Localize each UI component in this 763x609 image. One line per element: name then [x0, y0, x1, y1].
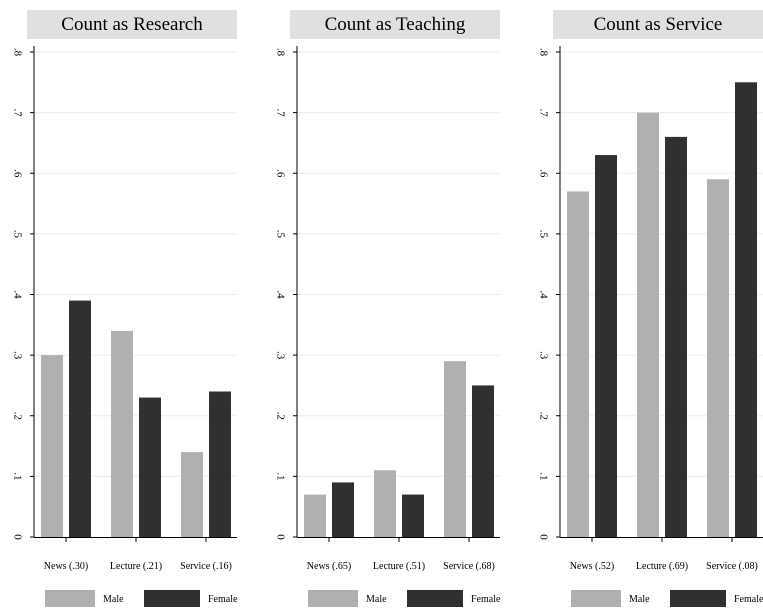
y-tick-label: 0	[537, 534, 549, 540]
chart-title: Count as Teaching	[290, 10, 500, 39]
y-tick-label: .6	[11, 169, 23, 178]
bar-male	[444, 361, 466, 537]
y-tick-label: .3	[274, 351, 286, 360]
legend-label-female: Female	[208, 594, 238, 605]
bar-female	[402, 494, 424, 537]
bar-female	[735, 82, 757, 537]
chart-svg: 0 .1 .2 .3 .4 .5 .6 .7 .8 News (.65) Lecture (.51)…	[274, 46, 501, 607]
bar-male	[304, 494, 326, 537]
chart-panel-1: Count as Research 0 .1 .2 .3 .4 .5 .6 .7 .8 News (…	[0, 0, 238, 609]
chart-svg: 0 .1 .2 .3 .4 .5 .6 .7 .8 News (.30) Lecture (.21)…	[11, 46, 238, 607]
y-tick-label: 0	[11, 534, 23, 540]
chart-title: Count as Research	[27, 10, 237, 39]
y-tick-label: .7	[11, 109, 23, 118]
y-tick-label: .3	[537, 351, 549, 360]
legend-label-male: Male	[103, 594, 124, 605]
x-tick-label: Lecture (.51)	[373, 561, 425, 572]
y-tick-label: .4	[274, 290, 286, 299]
y-tick-label: .4	[537, 290, 549, 299]
legend-swatch-male	[571, 590, 621, 607]
y-tick-label: .7	[537, 109, 549, 118]
x-tick-label: Service (.16)	[180, 561, 232, 572]
bar-male	[637, 112, 659, 537]
y-tick-label: .6	[537, 169, 549, 178]
chart-panel-2: Count as Teaching 0 .1 .2 .3 .4 .5 .6 .7 .8 News (…	[263, 0, 501, 609]
y-tick-label: .4	[11, 290, 23, 299]
legend-label-female: Female	[471, 594, 501, 605]
bar-female	[595, 155, 617, 537]
bar-female	[472, 385, 494, 537]
y-tick-label: .5	[274, 230, 286, 239]
bar-female	[332, 482, 354, 537]
y-tick-label: .1	[537, 472, 549, 480]
x-tick-label: Service (.68)	[443, 561, 495, 572]
bar-male	[374, 470, 396, 537]
legend-swatch-male	[45, 590, 95, 607]
bar-female	[139, 397, 161, 537]
x-tick-label: Lecture (.69)	[636, 561, 688, 572]
y-tick-label: .7	[274, 109, 286, 118]
y-tick-label: .8	[11, 48, 23, 57]
y-tick-label: .3	[11, 351, 23, 360]
legend-swatch-male	[308, 590, 358, 607]
y-tick-label: 0	[274, 534, 286, 540]
chart-svg: 0 .1 .2 .3 .4 .5 .6 .7 .8 News (.52) Lecture (.69)…	[537, 46, 763, 607]
bar-male	[181, 452, 203, 537]
y-tick-label: .2	[11, 412, 23, 420]
bar-male	[41, 355, 63, 537]
y-tick-label: .5	[11, 230, 23, 239]
y-tick-label: .2	[537, 412, 549, 420]
bar-male	[567, 191, 589, 537]
x-tick-label: Service (.08)	[706, 561, 758, 572]
legend-label-male: Male	[629, 594, 650, 605]
bar-male	[707, 179, 729, 537]
x-tick-label: News (.52)	[570, 561, 614, 572]
y-tick-label: .2	[274, 412, 286, 420]
y-tick-label: .8	[537, 48, 549, 57]
y-tick-label: .1	[11, 472, 23, 480]
legend-swatch-female	[144, 590, 200, 607]
y-tick-label: .6	[274, 169, 286, 178]
y-tick-label: .8	[274, 48, 286, 57]
x-tick-label: News (.30)	[44, 561, 88, 572]
bar-female	[209, 391, 231, 537]
y-tick-label: .1	[274, 472, 286, 480]
legend-swatch-female	[670, 590, 726, 607]
legend-swatch-female	[407, 590, 463, 607]
chart-panel-3: Count as Service 0 .1 .2 .3 .4 .5 .6 .7 .8 News (.…	[526, 0, 763, 609]
bar-female	[69, 300, 91, 537]
legend-label-male: Male	[366, 594, 387, 605]
x-tick-label: Lecture (.21)	[110, 561, 162, 572]
chart-title: Count as Service	[553, 10, 763, 39]
legend-label-female: Female	[734, 594, 763, 605]
x-tick-label: News (.65)	[307, 561, 351, 572]
y-tick-label: .5	[537, 230, 549, 239]
bar-female	[665, 136, 687, 537]
bar-male	[111, 330, 133, 537]
